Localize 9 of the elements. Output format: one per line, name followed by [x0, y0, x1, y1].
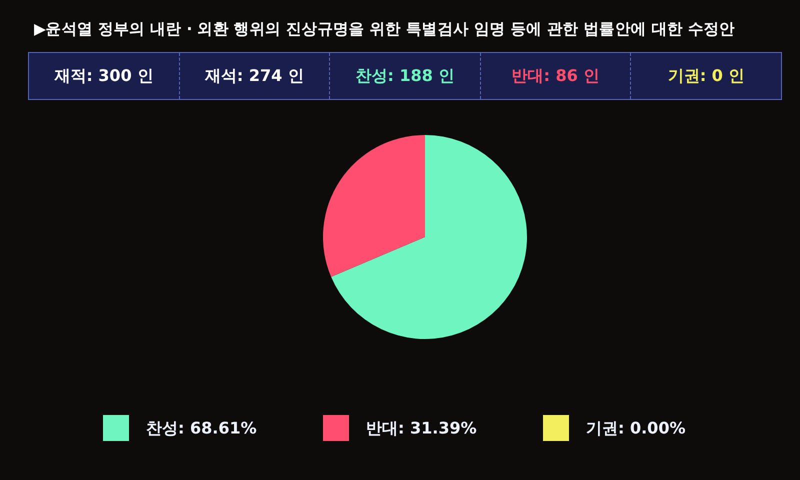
text: 재적: 300 인 [53, 64, 154, 86]
text: 찬성: 188 인 [329, 53, 480, 99]
text: 재석: 274 인 [178, 53, 330, 99]
text: 반대: 86 인 [480, 53, 630, 99]
text: 기권: 0 인 [630, 53, 781, 99]
legend-label: 반대: 31.39% [366, 418, 477, 438]
legend-label: 기권: 0.00% [586, 418, 686, 438]
chart-title: ▶윤석열 정부의 내란 · 외환 행위의 진상규명을 위한 특별검사 임명 등에 관한 법률안에 대한 수정안 [34, 19, 736, 40]
legend-label: 찬성: 68.61% [146, 418, 257, 438]
